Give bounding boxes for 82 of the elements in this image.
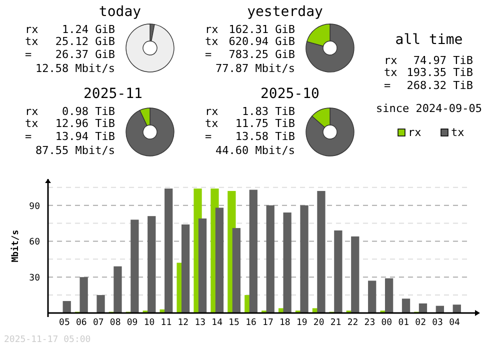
bar	[317, 190, 326, 313]
bar	[232, 228, 241, 313]
x-tick-label: 15	[228, 318, 240, 328]
bar	[96, 295, 105, 313]
text: tx 193.35 TiB	[384, 66, 474, 79]
y-axis-title: Mbit/s	[10, 230, 21, 262]
donut-slice	[126, 108, 174, 156]
text: rx 0.98 TiB	[25, 105, 115, 118]
x-tick-label: 05	[59, 318, 70, 328]
text: rx 162.31 GiB	[205, 23, 296, 36]
x-tick-label: 14	[212, 318, 223, 328]
bar	[181, 224, 190, 313]
y-tick-label: 30	[29, 274, 40, 284]
bar	[62, 301, 71, 313]
text: = 268.32 TiB	[384, 79, 473, 92]
chart-title: today	[98, 4, 142, 20]
text: 77.87 Mbit/s	[216, 62, 295, 75]
bar	[418, 303, 428, 313]
x-tick-label: 02	[415, 318, 426, 328]
donut-slice	[126, 24, 174, 72]
text: = 13.94 TiB	[25, 130, 115, 143]
donut-slice	[306, 24, 354, 72]
bar	[198, 218, 207, 313]
bar	[80, 277, 88, 313]
text: 44.60 Mbit/s	[216, 144, 295, 157]
bar	[334, 230, 342, 313]
text: since 2024-09-05	[376, 102, 482, 115]
bar	[452, 304, 461, 313]
legend-label: tx	[451, 126, 465, 139]
x-tick-label: 18	[280, 318, 290, 328]
bar	[114, 266, 122, 313]
text: rx 74.97 TiB	[384, 54, 473, 67]
x-tick-label: 08	[110, 318, 121, 328]
text: 12.58 Mbit/s	[36, 62, 115, 75]
x-tick-label: 21	[330, 318, 342, 328]
bar	[368, 280, 376, 313]
x-tick-label: 20	[313, 318, 324, 328]
x-tick-label: 03	[432, 318, 443, 328]
bar	[249, 190, 258, 313]
text: = 783.25 GiB	[205, 48, 295, 61]
y-tick-label: 90	[29, 202, 40, 212]
bar	[215, 208, 224, 313]
text: tx 25.12 GiB	[25, 35, 115, 48]
text: rx 1.83 TiB	[205, 105, 295, 118]
bar	[283, 212, 292, 313]
legend-label: rx	[408, 126, 422, 139]
x-tick-label: 13	[194, 318, 206, 328]
y-tick-label: 60	[29, 238, 40, 248]
x-tick-label: 23	[364, 318, 376, 328]
x-tick-label: 17	[262, 318, 274, 328]
bar	[266, 205, 274, 313]
x-tick-label: 11	[160, 318, 172, 328]
x-tick-label: 16	[246, 318, 256, 328]
x-tick-label: 06	[76, 318, 87, 328]
text: = 26.37 GiB	[25, 48, 115, 61]
x-tick-label: 22	[347, 318, 358, 328]
x-tick-label: 04	[449, 318, 460, 328]
x-tick-label: 01	[398, 318, 410, 328]
x-tick-label: 19	[296, 318, 308, 328]
x-tick-label: 09	[126, 318, 138, 328]
bar	[148, 216, 156, 313]
chart-title: 2025-10	[260, 86, 320, 102]
text: tx 12.96 TiB	[25, 117, 115, 130]
x-tick-label: 07	[92, 318, 104, 328]
x-tick-label: 10	[144, 318, 155, 328]
bar	[300, 205, 308, 313]
chart-title: 2025-11	[83, 86, 143, 102]
bar	[130, 220, 139, 313]
bar	[384, 278, 394, 313]
x-tick-label: 12	[178, 318, 189, 328]
donut-slice	[306, 108, 354, 156]
bar	[402, 298, 410, 313]
text: tx 11.75 TiB	[205, 117, 295, 130]
x-tick-label: 00	[381, 318, 392, 328]
bar	[164, 188, 173, 313]
text: = 13.58 TiB	[205, 130, 295, 143]
bar	[351, 236, 360, 313]
text: all time	[395, 32, 463, 48]
text: rx 1.24 GiB	[25, 23, 115, 36]
chart-title: yesterday	[247, 4, 323, 20]
text: 87.55 Mbit/s	[36, 144, 115, 157]
text: tx 620.94 GiB	[205, 35, 296, 48]
